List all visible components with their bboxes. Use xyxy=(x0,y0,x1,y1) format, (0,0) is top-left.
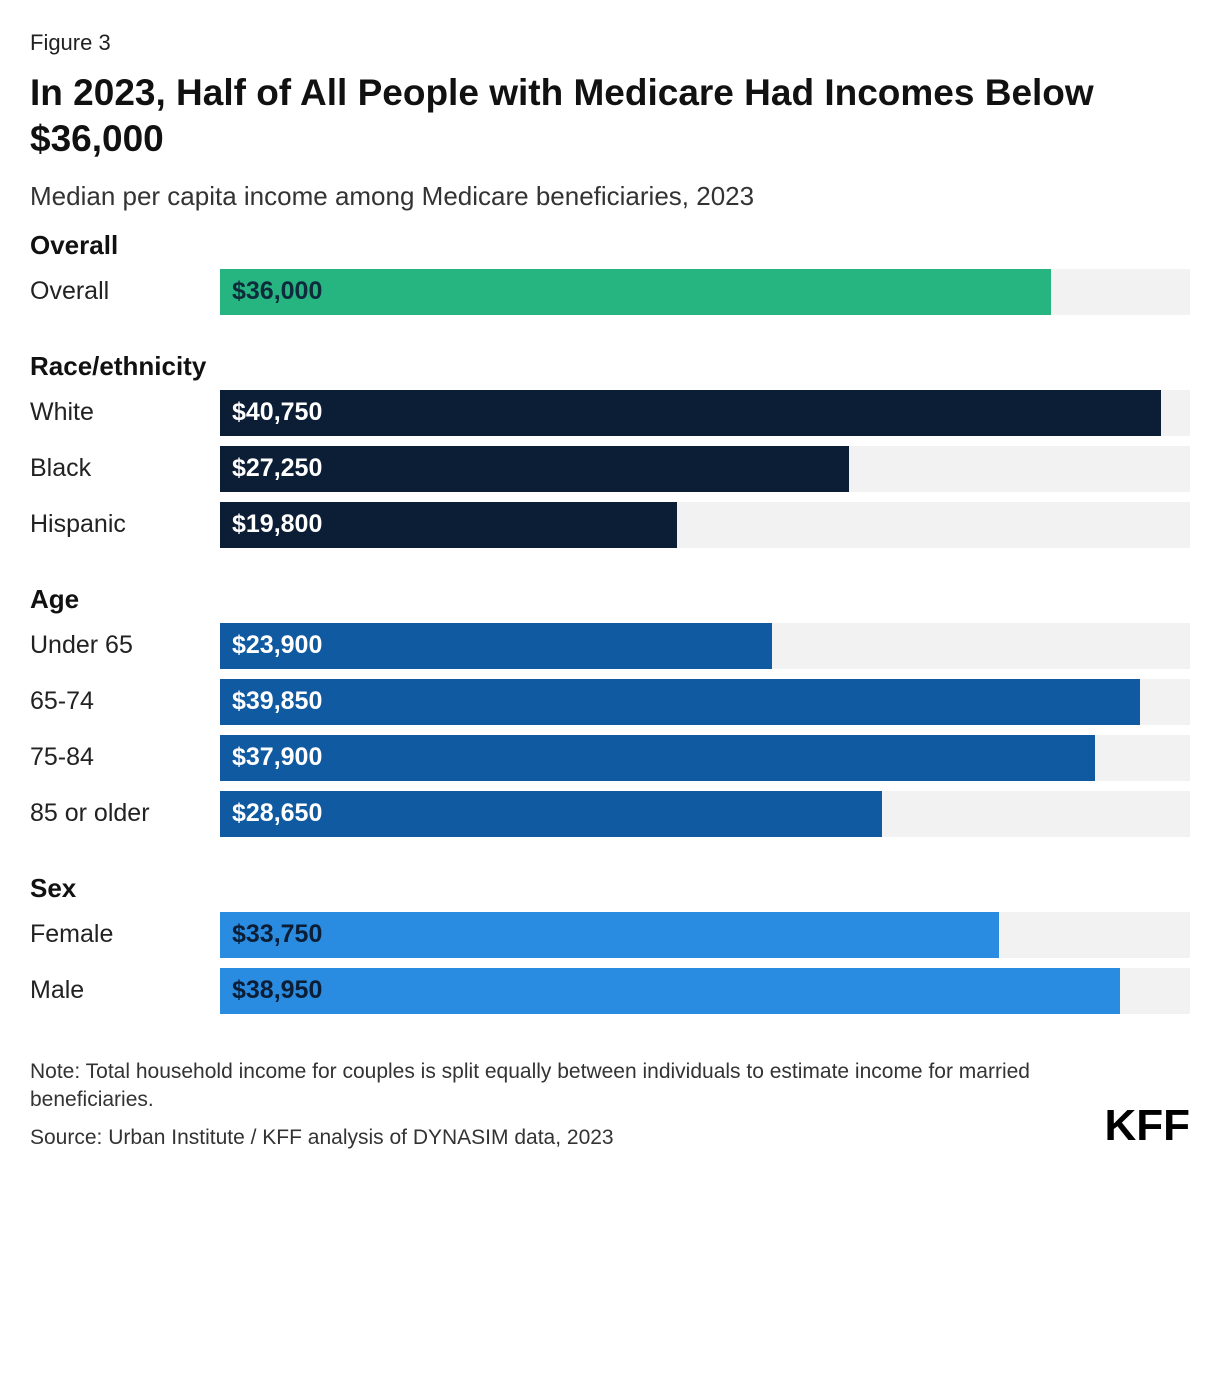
chart-footer: Note: Total household income for couples… xyxy=(30,1058,1190,1153)
bar-group-title: Overall xyxy=(30,230,1190,261)
bar-value: $39,850 xyxy=(232,687,322,716)
bar-label: Black xyxy=(30,446,220,492)
bar-row: Male $38,950 xyxy=(30,968,1190,1014)
bar-label: 65-74 xyxy=(30,679,220,725)
chart-note: Note: Total household income for couples… xyxy=(30,1058,1080,1115)
bar-label: Female xyxy=(30,912,220,958)
bar-label: Overall xyxy=(30,269,220,315)
bar-fill: $27,250 xyxy=(220,446,849,492)
bar-fill: $39,850 xyxy=(220,679,1140,725)
bar-group-title: Age xyxy=(30,584,1190,615)
chart-subhead: Median per capita income among Medicare … xyxy=(30,181,1190,212)
chart-headline: In 2023, Half of All People with Medicar… xyxy=(30,70,1190,163)
bar-group: Sex Female $33,750 Male $38,950 xyxy=(30,873,1190,1014)
bar-track: $28,650 xyxy=(220,791,1190,837)
bar-label: 85 or older xyxy=(30,791,220,837)
bar-fill: $23,900 xyxy=(220,623,772,669)
bar-track: $38,950 xyxy=(220,968,1190,1014)
bar-row: 75-84 $37,900 xyxy=(30,735,1190,781)
bar-row: 85 or older $28,650 xyxy=(30,791,1190,837)
bar-row: 65-74 $39,850 xyxy=(30,679,1190,725)
bar-label: White xyxy=(30,390,220,436)
bar-fill: $37,900 xyxy=(220,735,1095,781)
bar-row: Under 65 $23,900 xyxy=(30,623,1190,669)
bar-value: $36,000 xyxy=(232,277,322,306)
bar-row: Hispanic $19,800 xyxy=(30,502,1190,548)
bar-track: $39,850 xyxy=(220,679,1190,725)
bar-label: Male xyxy=(30,968,220,1014)
bar-fill: $19,800 xyxy=(220,502,677,548)
bar-row: Black $27,250 xyxy=(30,446,1190,492)
bar-label: Hispanic xyxy=(30,502,220,548)
bar-value: $33,750 xyxy=(232,920,322,949)
bar-value: $38,950 xyxy=(232,976,322,1005)
bar-chart-groups: Overall Overall $36,000 Race/ethnicity White… xyxy=(30,230,1190,1014)
bar-track: $36,000 xyxy=(220,269,1190,315)
bar-group: Age Under 65 $23,900 65-74 $39,850 75-84 $37,9… xyxy=(30,584,1190,837)
bar-track: $33,750 xyxy=(220,912,1190,958)
bar-value: $37,900 xyxy=(232,743,322,772)
bar-track: $37,900 xyxy=(220,735,1190,781)
bar-group: Race/ethnicity White $40,750 Black $27,250 Hi… xyxy=(30,351,1190,548)
bar-row: White $40,750 xyxy=(30,390,1190,436)
bar-fill: $36,000 xyxy=(220,269,1051,315)
figure-container: Figure 3 In 2023, Half of All People wit… xyxy=(0,0,1220,1177)
bar-value: $23,900 xyxy=(232,631,322,660)
bar-row: Overall $36,000 xyxy=(30,269,1190,315)
bar-value: $19,800 xyxy=(232,510,322,539)
bar-fill: $38,950 xyxy=(220,968,1120,1014)
bar-track: $19,800 xyxy=(220,502,1190,548)
bar-value: $28,650 xyxy=(232,799,322,828)
bar-group-title: Race/ethnicity xyxy=(30,351,1190,382)
bar-track: $23,900 xyxy=(220,623,1190,669)
bar-fill: $40,750 xyxy=(220,390,1161,436)
bar-fill: $28,650 xyxy=(220,791,882,837)
bar-fill: $33,750 xyxy=(220,912,999,958)
kff-logo: KFF xyxy=(1104,1101,1190,1153)
chart-notes: Note: Total household income for couples… xyxy=(30,1058,1080,1153)
bar-value: $40,750 xyxy=(232,398,322,427)
bar-label: Under 65 xyxy=(30,623,220,669)
bar-value: $27,250 xyxy=(232,454,322,483)
bar-row: Female $33,750 xyxy=(30,912,1190,958)
bar-group-title: Sex xyxy=(30,873,1190,904)
bar-track: $27,250 xyxy=(220,446,1190,492)
chart-source: Source: Urban Institute / KFF analysis o… xyxy=(30,1124,1080,1152)
bar-group: Overall Overall $36,000 xyxy=(30,230,1190,315)
bar-label: 75-84 xyxy=(30,735,220,781)
bar-track: $40,750 xyxy=(220,390,1190,436)
figure-number: Figure 3 xyxy=(30,30,1190,56)
